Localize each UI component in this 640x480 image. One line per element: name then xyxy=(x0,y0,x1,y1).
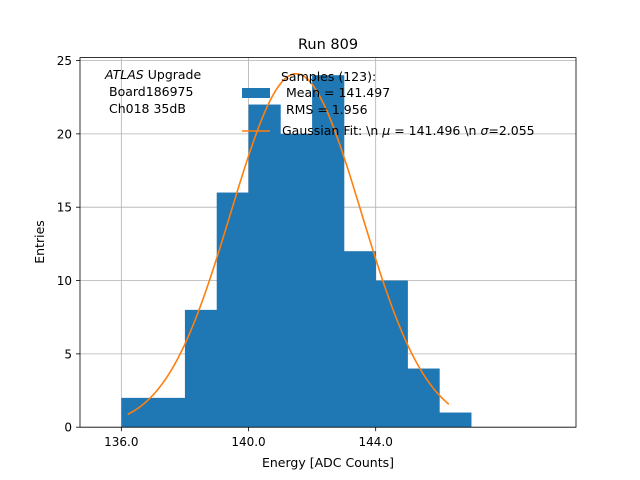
histogram-bar-8 xyxy=(375,280,408,428)
legend-fit-text: Gaussian Fit: \n μ = 141.496 \n σ=2.055 xyxy=(282,123,535,138)
plot-frame xyxy=(79,57,577,428)
legend-fit-sigma: σ xyxy=(480,123,489,138)
histogram-bar-2 xyxy=(184,309,218,428)
y-axis-ticks: 0 5 10 15 20 25 xyxy=(57,54,80,435)
histogram-bar-7 xyxy=(343,251,377,428)
atlas-annotation: ATLAS Upgrade Board186975 Ch018 35dB xyxy=(104,67,201,116)
y-axis-label: Entries xyxy=(32,220,47,264)
legend-fit-part-2: = 141.496 \n xyxy=(390,123,480,138)
histogram-bar-10 xyxy=(439,412,472,428)
legend-fit-mu: μ xyxy=(381,123,390,138)
x-axis-label: Energy [ADC Counts] xyxy=(262,455,394,470)
legend-fit-part-3: =2.055 xyxy=(488,123,534,138)
legend-samples-line-1: Samples (123): xyxy=(281,69,376,84)
y-tick-label-4: 20 xyxy=(57,127,72,141)
histogram-bar-0 xyxy=(121,397,154,428)
histogram-bars xyxy=(121,75,472,428)
annotation-upgrade: Upgrade xyxy=(148,67,202,82)
legend-samples-line-3: RMS = 1.956 xyxy=(286,102,368,117)
annotation-atlas: ATLAS xyxy=(104,67,144,82)
histogram-bar-6 xyxy=(312,75,345,428)
y-tick-label-5: 25 xyxy=(57,54,72,68)
x-tick-label-2: 144.0 xyxy=(359,435,393,449)
histogram-bar-1 xyxy=(153,397,186,428)
legend-samples-line-2: Mean = 141.497 xyxy=(286,85,390,100)
chart-title: Run 809 xyxy=(298,37,358,53)
histogram-bar-9 xyxy=(407,368,440,428)
y-tick-label-2: 10 xyxy=(57,274,72,288)
y-tick-label-3: 15 xyxy=(57,201,72,215)
histogram-bar-3 xyxy=(216,192,249,428)
x-tick-label-1: 140.0 xyxy=(231,435,265,449)
y-tick-label-0: 0 xyxy=(64,421,72,435)
annotation-line-1: ATLAS Upgrade xyxy=(104,67,201,82)
annotation-board: Board186975 xyxy=(109,84,193,99)
annotation-channel: Ch018 35dB xyxy=(109,101,186,116)
y-tick-label-1: 5 xyxy=(64,347,72,361)
x-tick-label-0: 136.0 xyxy=(104,435,138,449)
legend-patch-samples xyxy=(242,88,270,98)
gaussian-fit-curve xyxy=(127,72,450,416)
histogram-bar-5 xyxy=(280,133,313,428)
histogram-bar-4 xyxy=(248,104,281,428)
legend: Samples (123): Mean = 141.497 RMS = 1.95… xyxy=(242,69,535,138)
legend-fit-part-1: Gaussian Fit: \n xyxy=(282,123,382,138)
x-axis-ticks: 136.0 140.0 144.0 xyxy=(104,427,393,449)
